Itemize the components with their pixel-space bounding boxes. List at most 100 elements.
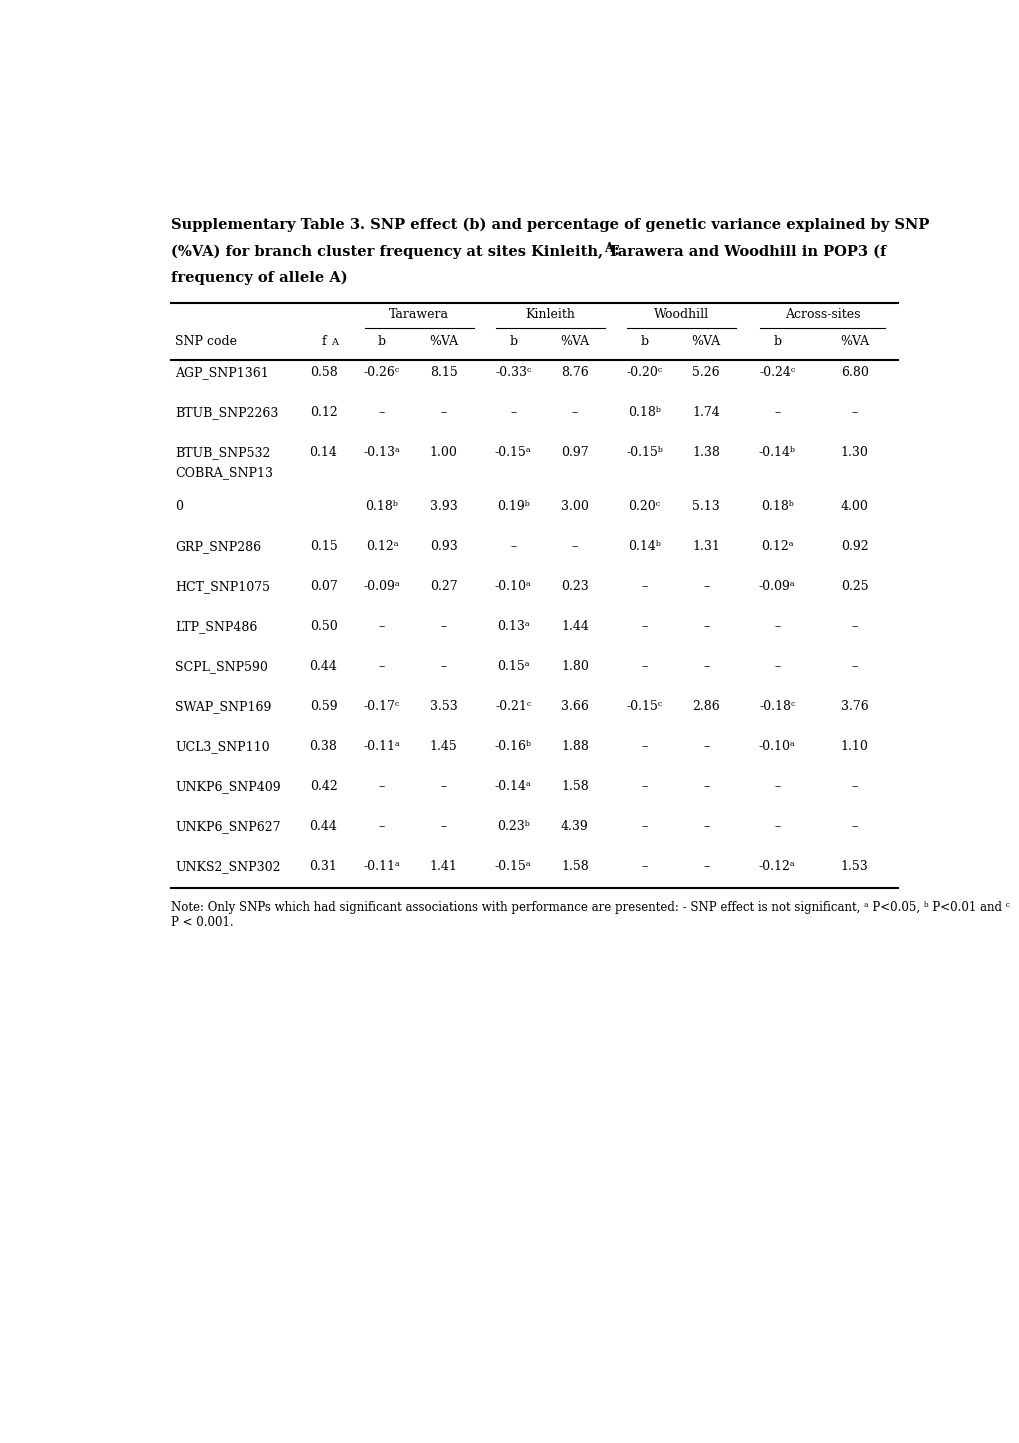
- Text: 1.80: 1.80: [560, 659, 588, 672]
- Text: Woodhill: Woodhill: [653, 307, 708, 320]
- Text: A: A: [603, 242, 612, 255]
- Text: UNKP6_SNP627: UNKP6_SNP627: [175, 820, 280, 833]
- Text: %VA: %VA: [840, 335, 868, 348]
- Text: -0.15ᵃ: -0.15ᵃ: [494, 446, 531, 459]
- Text: –: –: [702, 620, 708, 633]
- Text: –: –: [641, 620, 647, 633]
- Text: –: –: [378, 779, 385, 792]
- Text: -0.14ᵃ: -0.14ᵃ: [494, 779, 531, 792]
- Text: -0.09ᵃ: -0.09ᵃ: [758, 580, 795, 593]
- Text: %VA: %VA: [559, 335, 589, 348]
- Text: –: –: [378, 407, 385, 420]
- Text: Supplementary Table 3. SNP effect (b) and percentage of genetic variance explain: Supplementary Table 3. SNP effect (b) an…: [171, 218, 928, 232]
- Text: –: –: [773, 820, 780, 833]
- Text: 0.13ᵃ: 0.13ᵃ: [496, 620, 529, 633]
- Text: –: –: [641, 740, 647, 753]
- Text: 0.15ᵃ: 0.15ᵃ: [496, 659, 529, 672]
- Text: -0.15ᵃ: -0.15ᵃ: [494, 860, 531, 873]
- Text: –: –: [851, 659, 857, 672]
- Text: HCT_SNP1075: HCT_SNP1075: [175, 580, 270, 593]
- Text: SWAP_SNP169: SWAP_SNP169: [175, 700, 271, 713]
- Text: b: b: [508, 335, 517, 348]
- Text: 0: 0: [175, 499, 182, 512]
- Text: 0.31: 0.31: [310, 860, 337, 873]
- Text: 0.97: 0.97: [560, 446, 588, 459]
- Text: 0.20ᶜ: 0.20ᶜ: [628, 499, 660, 512]
- Text: Tarawera: Tarawera: [389, 307, 448, 320]
- Text: COBRA_SNP13: COBRA_SNP13: [175, 466, 273, 479]
- Text: 3.53: 3.53: [429, 700, 458, 713]
- Text: -0.10ᵃ: -0.10ᵃ: [494, 580, 531, 593]
- Text: -0.15ᵇ: -0.15ᵇ: [626, 446, 662, 459]
- Text: 0.18ᵇ: 0.18ᵇ: [365, 499, 398, 512]
- Text: 0.14: 0.14: [310, 446, 337, 459]
- Text: –: –: [851, 779, 857, 792]
- Text: –: –: [641, 580, 647, 593]
- Text: –: –: [702, 860, 708, 873]
- Text: 0.12ᵃ: 0.12ᵃ: [366, 540, 398, 553]
- Text: f: f: [321, 335, 325, 348]
- Text: 0.42: 0.42: [310, 779, 337, 792]
- Text: -0.09ᵃ: -0.09ᵃ: [364, 580, 400, 593]
- Text: b: b: [640, 335, 648, 348]
- Text: –: –: [851, 407, 857, 420]
- Text: UNKP6_SNP409: UNKP6_SNP409: [175, 779, 280, 792]
- Text: –: –: [773, 407, 780, 420]
- Text: –: –: [773, 659, 780, 672]
- Text: A: A: [331, 338, 338, 346]
- Text: 1.00: 1.00: [429, 446, 458, 459]
- Text: 4.39: 4.39: [560, 820, 588, 833]
- Text: 4.00: 4.00: [840, 499, 868, 512]
- Text: 1.41: 1.41: [429, 860, 458, 873]
- Text: :: :: [613, 244, 619, 258]
- Text: -0.11ᵃ: -0.11ᵃ: [363, 860, 400, 873]
- Text: 0.50: 0.50: [310, 620, 337, 633]
- Text: –: –: [440, 779, 446, 792]
- Text: 3.76: 3.76: [840, 700, 868, 713]
- Text: –: –: [702, 740, 708, 753]
- Text: 1.58: 1.58: [560, 860, 588, 873]
- Text: 0.59: 0.59: [310, 700, 337, 713]
- Text: 1.38: 1.38: [692, 446, 719, 459]
- Text: 0.25: 0.25: [840, 580, 868, 593]
- Text: –: –: [702, 580, 708, 593]
- Text: -0.26ᶜ: -0.26ᶜ: [364, 367, 399, 380]
- Text: 0.27: 0.27: [429, 580, 458, 593]
- Text: –: –: [851, 820, 857, 833]
- Text: SCPL_SNP590: SCPL_SNP590: [175, 659, 268, 672]
- Text: –: –: [773, 779, 780, 792]
- Text: 0.12: 0.12: [310, 407, 337, 420]
- Text: GRP_SNP286: GRP_SNP286: [175, 540, 261, 553]
- Text: 0.14ᵇ: 0.14ᵇ: [628, 540, 660, 553]
- Text: Across-sites: Across-sites: [784, 307, 859, 320]
- Text: 0.18ᵇ: 0.18ᵇ: [760, 499, 793, 512]
- Text: 0.58: 0.58: [310, 367, 337, 380]
- Text: –: –: [773, 620, 780, 633]
- Text: BTUB_SNP2263: BTUB_SNP2263: [175, 407, 278, 420]
- Text: %VA: %VA: [691, 335, 720, 348]
- Text: b: b: [772, 335, 781, 348]
- Text: –: –: [851, 620, 857, 633]
- Text: -0.18ᶜ: -0.18ᶜ: [758, 700, 795, 713]
- Text: –: –: [378, 620, 385, 633]
- Text: LTP_SNP486: LTP_SNP486: [175, 620, 257, 633]
- Text: -0.13ᵃ: -0.13ᵃ: [363, 446, 400, 459]
- Text: 1.45: 1.45: [429, 740, 458, 753]
- Text: 1.44: 1.44: [560, 620, 588, 633]
- Text: 1.74: 1.74: [692, 407, 719, 420]
- Text: BTUB_SNP532: BTUB_SNP532: [175, 446, 270, 459]
- Text: UCL3_SNP110: UCL3_SNP110: [175, 740, 269, 753]
- Text: 1.31: 1.31: [692, 540, 719, 553]
- Text: –: –: [641, 659, 647, 672]
- Text: -0.10ᵃ: -0.10ᵃ: [758, 740, 795, 753]
- Text: Note: Only SNPs which had significant associations with performance are presente: Note: Only SNPs which had significant as…: [171, 902, 1009, 929]
- Text: (%VA) for branch cluster frequency at sites Kinleith, Tarawera and Woodhill in P: (%VA) for branch cluster frequency at si…: [171, 244, 886, 258]
- Text: 0.44: 0.44: [310, 820, 337, 833]
- Text: 3.93: 3.93: [429, 499, 458, 512]
- Text: frequency of allele A): frequency of allele A): [171, 271, 347, 286]
- Text: 1.88: 1.88: [560, 740, 588, 753]
- Text: 3.00: 3.00: [560, 499, 588, 512]
- Text: b: b: [378, 335, 386, 348]
- Text: UNKS2_SNP302: UNKS2_SNP302: [175, 860, 280, 873]
- Text: 8.15: 8.15: [429, 367, 458, 380]
